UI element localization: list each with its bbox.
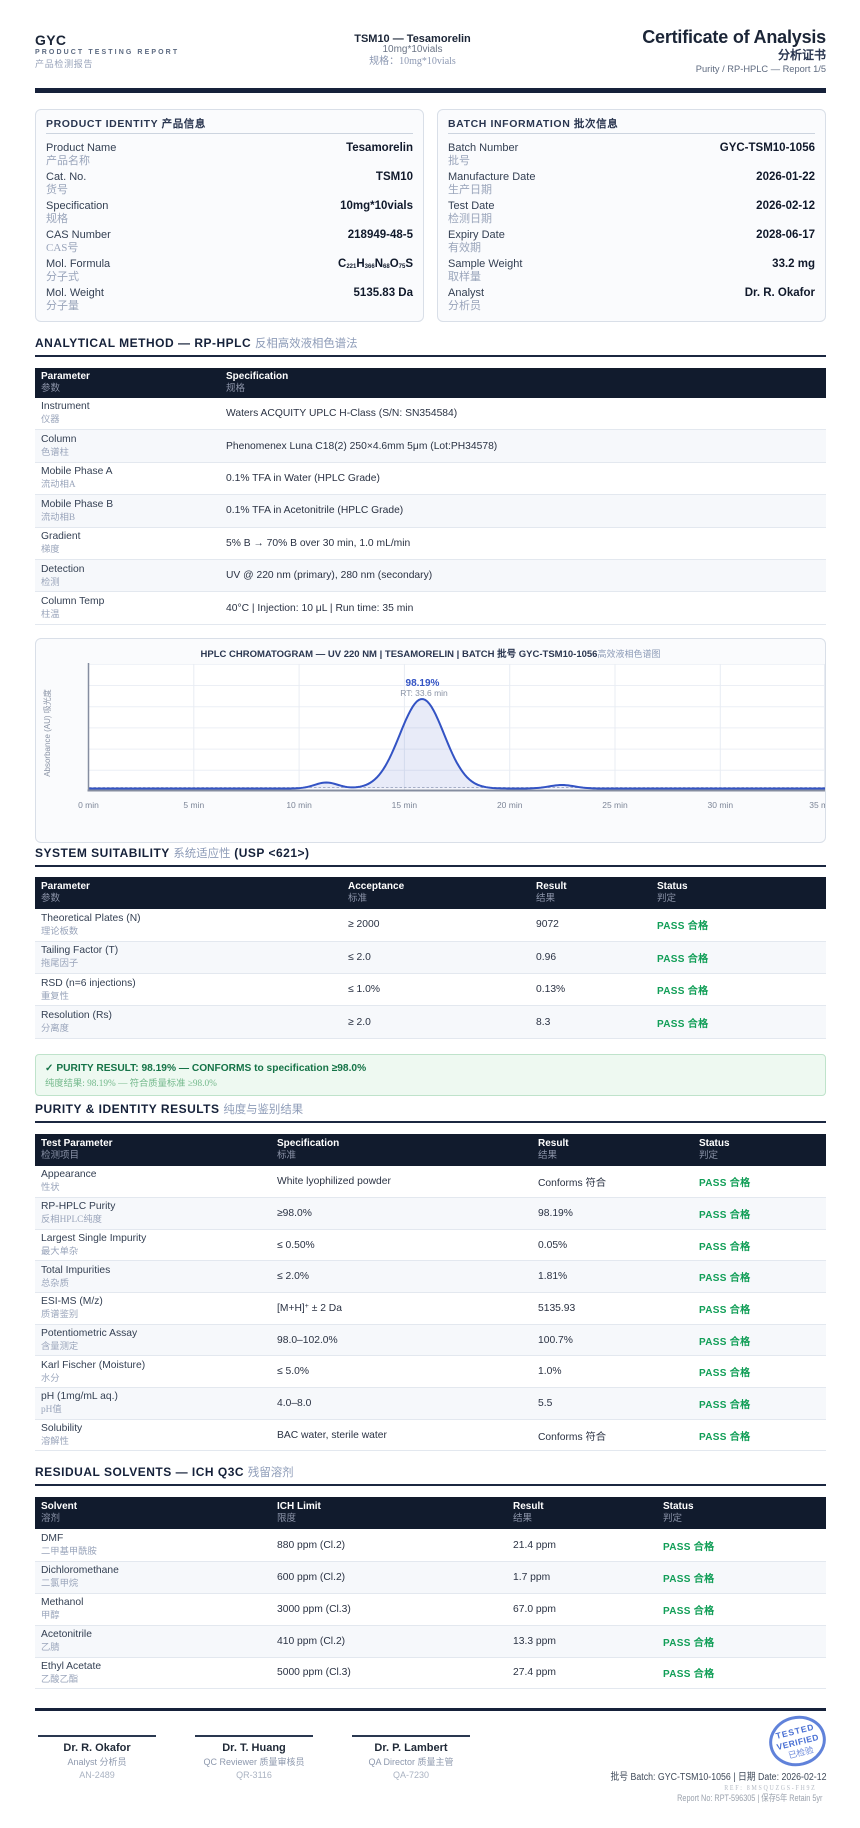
svg-text:Absorbance (AU) 吸光度: Absorbance (AU) 吸光度 [42,689,52,777]
svg-text:25 min: 25 min [602,800,628,810]
svg-text:35 min: 35 min [809,800,825,810]
svg-text:30 min: 30 min [708,800,734,810]
svg-text:0 min: 0 min [78,800,99,810]
svg-text:10 min: 10 min [286,800,312,810]
svg-text:5 min: 5 min [183,800,204,810]
svg-text:98.19%: 98.19% [406,678,440,689]
svg-text:RT: 33.6 min: RT: 33.6 min [400,688,448,698]
svg-text:20 min: 20 min [497,800,523,810]
svg-text:15 min: 15 min [392,800,418,810]
